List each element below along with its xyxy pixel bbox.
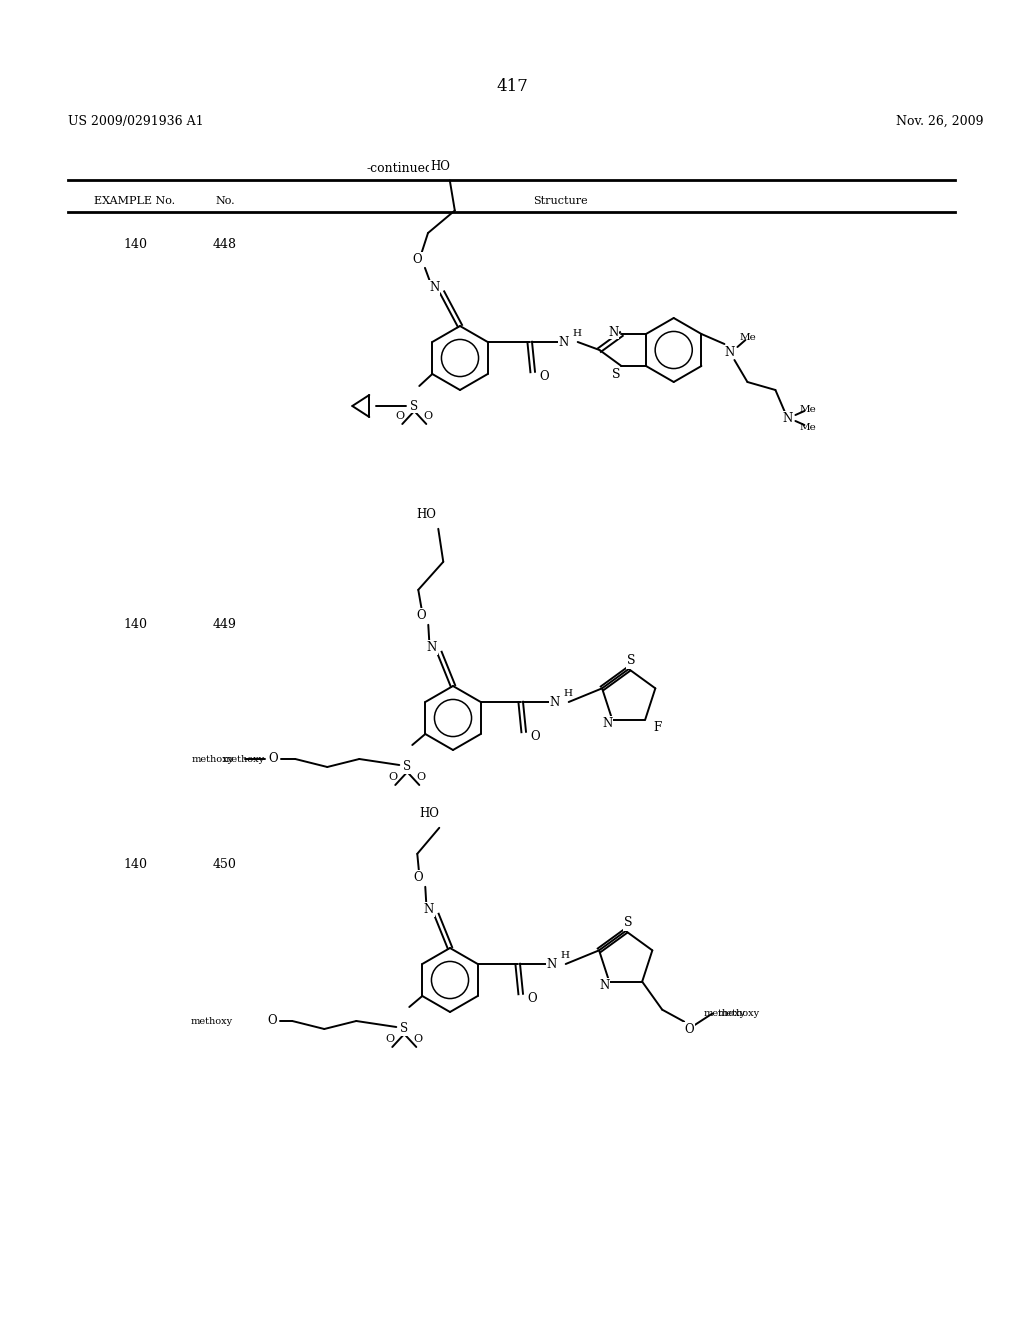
- Text: O: O: [389, 772, 398, 781]
- Text: F: F: [653, 721, 662, 734]
- Text: N: N: [608, 326, 618, 338]
- Text: methoxy: methoxy: [190, 1016, 232, 1026]
- Text: Me: Me: [739, 334, 756, 342]
- Text: HO: HO: [417, 508, 436, 521]
- Text: O: O: [529, 730, 540, 743]
- Text: N: N: [599, 979, 609, 993]
- Text: S: S: [628, 655, 636, 668]
- Text: N: N: [423, 903, 433, 916]
- Text: HO: HO: [420, 808, 439, 820]
- Text: O: O: [539, 371, 549, 384]
- Text: O: O: [527, 993, 537, 1006]
- Text: O: O: [412, 253, 422, 267]
- Text: O: O: [386, 1034, 395, 1044]
- Text: 448: 448: [213, 238, 237, 251]
- Text: O: O: [417, 610, 426, 622]
- Text: S: S: [400, 1023, 409, 1035]
- Text: EXAMPLE No.: EXAMPLE No.: [94, 195, 175, 206]
- Text: O: O: [414, 871, 423, 884]
- Text: S: S: [411, 400, 419, 412]
- Text: 140: 140: [123, 858, 147, 871]
- Text: H: H: [563, 689, 572, 697]
- Text: O: O: [395, 411, 404, 421]
- Text: O: O: [267, 1015, 278, 1027]
- Text: methoxy: methoxy: [222, 755, 264, 763]
- Text: N: N: [429, 281, 439, 294]
- Text: N: N: [426, 642, 436, 655]
- Text: methoxy: methoxy: [717, 1010, 759, 1018]
- Text: 140: 140: [123, 238, 147, 251]
- Text: methoxy: methoxy: [703, 1010, 745, 1018]
- Text: S: S: [625, 916, 633, 929]
- Text: 450: 450: [213, 858, 237, 871]
- Text: No.: No.: [215, 195, 234, 206]
- Text: H: H: [572, 329, 582, 338]
- Text: S: S: [612, 367, 621, 380]
- Text: O: O: [414, 1034, 423, 1044]
- Text: Structure: Structure: [532, 195, 588, 206]
- Text: 449: 449: [213, 618, 237, 631]
- Text: N: N: [782, 412, 793, 425]
- Text: 417: 417: [496, 78, 528, 95]
- Text: Nov. 26, 2009: Nov. 26, 2009: [896, 115, 983, 128]
- Text: Me: Me: [799, 424, 816, 433]
- Text: methoxy: methoxy: [191, 755, 233, 763]
- Text: N: N: [602, 717, 612, 730]
- Text: US 2009/0291936 A1: US 2009/0291936 A1: [68, 115, 204, 128]
- Text: O: O: [268, 752, 279, 766]
- Text: O: O: [417, 772, 426, 781]
- Text: N: N: [550, 696, 560, 709]
- Text: O: O: [424, 411, 433, 421]
- Text: N: N: [558, 335, 569, 348]
- Text: N: N: [724, 346, 734, 359]
- Text: S: S: [403, 760, 412, 774]
- Text: Me: Me: [799, 405, 816, 414]
- Text: 140: 140: [123, 618, 147, 631]
- Text: O: O: [684, 1023, 694, 1036]
- Text: HO: HO: [430, 160, 450, 173]
- Text: N: N: [547, 957, 557, 970]
- Text: H: H: [560, 950, 569, 960]
- Text: -continued: -continued: [367, 162, 433, 176]
